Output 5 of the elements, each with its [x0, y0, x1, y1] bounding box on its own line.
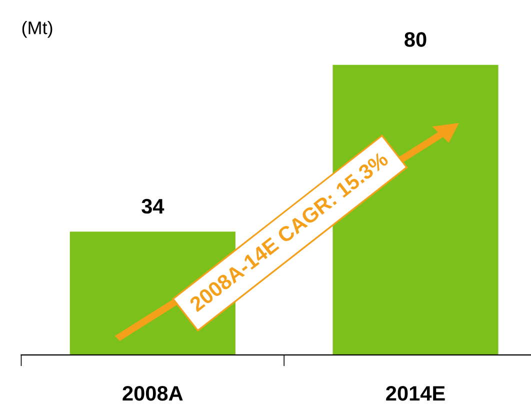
- data-label: 80: [404, 32, 426, 47]
- y-axis-title: (Mt): [22, 20, 52, 38]
- data-label: 34: [142, 198, 164, 214]
- x-tick-label: 2008A: [122, 386, 183, 401]
- x-tick-label: 2014E: [386, 386, 445, 401]
